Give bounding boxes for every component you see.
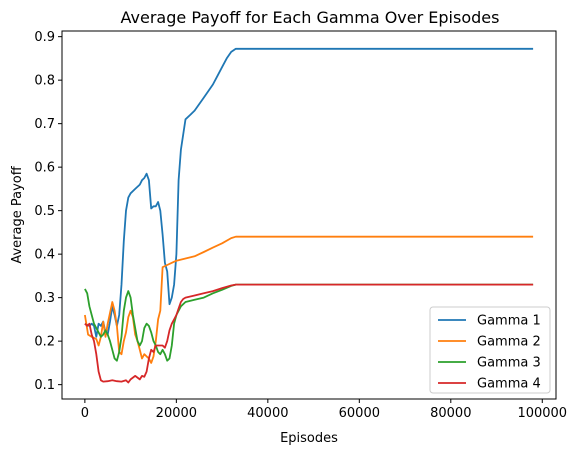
y-tick-label: 0.8 — [34, 74, 55, 89]
y-axis-label: Average Payoff — [10, 165, 25, 263]
x-tick-label: 100000 — [517, 406, 567, 421]
series-line-gamma-3 — [84, 283, 534, 362]
x-tick-label: 60000 — [339, 406, 380, 421]
x-tick-label: 80000 — [430, 406, 471, 421]
legend: Gamma 1 Gamma 2 Gamma 3 Gamma 4 — [429, 306, 551, 394]
legend-label-gamma-4: Gamma 4 — [477, 377, 541, 392]
y-tick-label: 0.2 — [34, 335, 55, 350]
y-axis: 0.1 0.2 0.3 0.4 0.5 0.6 0.7 0.8 0.9 — [34, 30, 62, 393]
chart-title: Average Payoff for Each Gamma Over Episo… — [121, 8, 500, 27]
plot-frame — [61, 30, 557, 400]
y-tick-label: 0.3 — [34, 291, 55, 306]
x-tick-label: 40000 — [247, 406, 288, 421]
y-tick-label: 0.6 — [34, 161, 55, 176]
x-tick-label: 0 — [81, 406, 89, 421]
y-tick-label: 0.4 — [34, 248, 55, 263]
y-tick-label: 0.5 — [34, 204, 55, 219]
legend-label-gamma-3: Gamma 3 — [477, 356, 541, 371]
y-tick-label: 0.7 — [34, 117, 55, 132]
x-axis-label: Episodes — [280, 431, 338, 446]
legend-box — [429, 306, 551, 394]
series-line-gamma-4 — [84, 283, 534, 384]
legend-label-gamma-1: Gamma 1 — [477, 314, 541, 329]
y-tick-label: 0.1 — [34, 378, 55, 393]
x-tick-label: 20000 — [156, 406, 197, 421]
x-axis: 0 20000 40000 60000 80000 100000 — [81, 399, 567, 421]
legend-label-gamma-2: Gamma 2 — [477, 335, 541, 350]
y-tick-label: 0.9 — [34, 30, 55, 45]
plot-lines — [84, 47, 534, 384]
